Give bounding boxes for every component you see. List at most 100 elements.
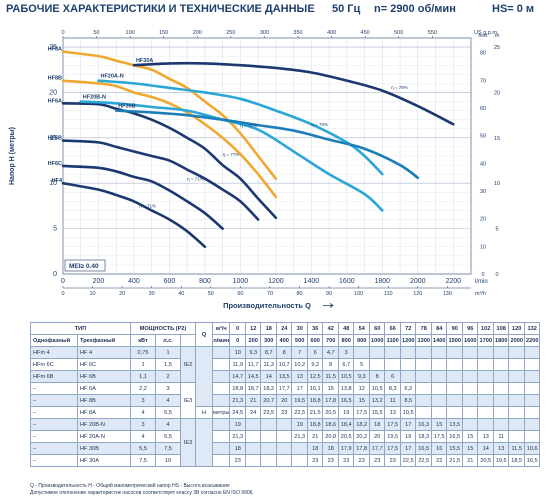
h-label: H (195, 406, 213, 419)
head-value (430, 394, 448, 407)
y-tick-label: 15 (49, 135, 57, 142)
three-phase-model: HF 30B (77, 442, 131, 455)
header-kw: кВт (130, 334, 156, 347)
efficiency-mark: η = 70% (311, 122, 328, 127)
table-header-row: Однофазный Трехфазный кВт л.с. л/мин 0 200 300 4… (30, 334, 541, 347)
head-value (508, 430, 525, 443)
head-value (492, 406, 510, 419)
q-lmin-value: 1400 (430, 334, 448, 347)
head-value: 8,3 (384, 382, 401, 395)
head-value: 11 (384, 394, 401, 407)
head-value: 15,5 (368, 406, 386, 419)
power-kw: 7,5 (130, 454, 156, 467)
head-value (415, 370, 432, 383)
head-value: 20,5 (322, 406, 339, 419)
head-value: 21 (306, 430, 324, 443)
head-value: 16 (430, 442, 448, 455)
q-lmin-value: 500 (291, 334, 308, 347)
head-value (291, 454, 308, 467)
head-value: 20 (368, 430, 386, 443)
q-m3h-value: 96 (461, 322, 479, 335)
power-kw: 5,5 (130, 442, 156, 455)
head-value: 18,3 (415, 430, 432, 443)
head-value (461, 418, 479, 431)
m3h-unit-label: m³/h (475, 291, 486, 297)
m3h-tick-label: 110 (384, 291, 393, 297)
head-value (461, 382, 479, 395)
q-lmin-value: 1000 (368, 334, 386, 347)
m3h-tick-label: 120 (413, 291, 422, 297)
feet-tick-label: 0 (481, 272, 484, 278)
head-value: 17,7 (275, 382, 293, 395)
footnote-legend: Q - Производительность H - Общий маномет… (30, 483, 230, 489)
curve-hf6c (61, 164, 224, 230)
m3h-tick-label: 130 (443, 291, 452, 297)
curve-hf30a (132, 61, 455, 126)
q-lmin-value: 300 (260, 334, 277, 347)
curve-label-hf20b-n: HF20B-N (83, 95, 106, 101)
head-value: 17 (399, 442, 417, 455)
head-value: 5 (353, 358, 370, 371)
mei-badge-frame (64, 259, 106, 272)
power-hp: 10 (155, 454, 181, 467)
ie-class: IE3 (180, 418, 196, 467)
header-q-unit-lmin: л/мин (211, 334, 231, 347)
three-phase-model: HF 20A-N (77, 430, 131, 443)
h-unit-cell (211, 370, 231, 383)
x-tick-label: 1600 (339, 278, 355, 285)
head-value (275, 430, 293, 443)
head-value: 18 (368, 418, 386, 431)
page-title: РАБОЧИЕ ХАРАКТЕРИСТИКИ И ТЕХНИЧЕСКИЕ ДАН… (6, 3, 315, 15)
head-value: 17,8 (353, 442, 370, 455)
head-value (461, 358, 479, 371)
head-value (477, 394, 494, 407)
head-value (368, 346, 386, 359)
head-value: 12,5 (306, 370, 324, 383)
header-hp: л.с. (155, 334, 181, 347)
head-value: 18,4 (337, 418, 355, 431)
head-value: 17,5 (353, 406, 370, 419)
head-value: 11,9 (229, 358, 246, 371)
head-value: 18,8 (229, 382, 246, 395)
head-value (446, 358, 463, 371)
m3h-tick-label: 90 (326, 291, 332, 297)
power-kw: 1 (130, 358, 156, 371)
h-spacer (195, 418, 213, 467)
curve-hf30b (114, 109, 420, 180)
head-value: 10,5 (399, 406, 417, 419)
head-value: 11 (492, 430, 510, 443)
head-value: 6,2 (399, 382, 417, 395)
q-m3h-value: 0 (229, 322, 246, 335)
head-value: 18,6 (322, 418, 339, 431)
head-value: 20,2 (353, 430, 370, 443)
meter-tick-label: 5 (495, 227, 498, 233)
y-axis-label: Напор H (метры) (9, 127, 16, 185)
head-value (492, 418, 510, 431)
head-value: 16,5 (337, 394, 355, 407)
y-tick-label: 10 (49, 180, 57, 187)
header-q-unit-m3h: м³/ч (211, 322, 231, 335)
head-value (260, 454, 277, 467)
x-tick-label: 1000 (233, 278, 249, 285)
head-value: 8 (322, 358, 339, 371)
head-value (523, 394, 541, 407)
m3h-tick-label: 80 (296, 291, 302, 297)
head-value: 23 (229, 454, 246, 467)
power-hp: 1,5 (155, 358, 181, 371)
head-value: 18,8 (306, 394, 324, 407)
head-value: 13,5 (275, 370, 293, 383)
efficiency-mark: η = 78% (391, 85, 408, 90)
head-value (477, 418, 494, 431)
table-row: – HF 8B 3 4 21,3 21 20,7 20 19,5 18,8 17,8 16,5 15 13… (30, 394, 541, 407)
three-phase-model: HF 6A (77, 382, 131, 395)
header-single-phase: Однофазный (30, 334, 78, 347)
q-m3h-value: 72 (399, 322, 417, 335)
m3h-tick-label: 10 (90, 291, 96, 297)
head-value: 21 (461, 454, 479, 467)
head-value: 18,2 (260, 382, 277, 395)
head-value: 18,5 (508, 454, 525, 467)
power-kw: 3 (130, 418, 156, 431)
head-value: 17 (291, 382, 308, 395)
frequency-label: 50 Гц (332, 3, 361, 15)
